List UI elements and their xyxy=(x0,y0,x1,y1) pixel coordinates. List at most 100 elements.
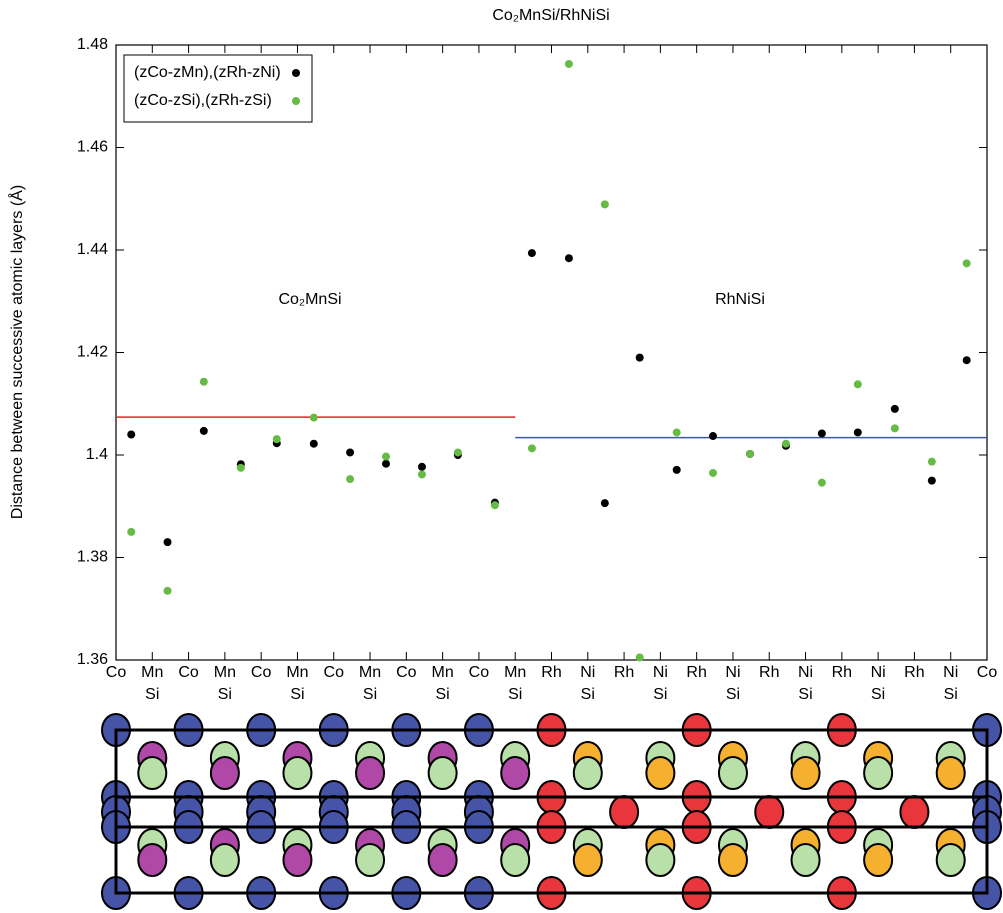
x-tick-label: Ni Si xyxy=(652,664,668,703)
point xyxy=(635,353,644,362)
point xyxy=(453,448,462,457)
point xyxy=(199,377,208,386)
x-tick-label: Co xyxy=(468,664,490,681)
point xyxy=(564,254,573,263)
point xyxy=(962,356,971,365)
cell-box xyxy=(114,728,989,895)
atom xyxy=(572,756,603,790)
x-tick-label: Ni Si xyxy=(725,664,741,703)
atom xyxy=(355,843,386,877)
atom xyxy=(137,756,168,790)
legend-box xyxy=(123,54,313,123)
y-tick-label: 1.4 xyxy=(86,446,108,463)
x-tick-label: Rh xyxy=(904,664,925,681)
x-tick-label: Mn Si xyxy=(286,664,309,703)
y-axis-label: Distance between successive atomic layer… xyxy=(7,185,26,519)
point xyxy=(163,586,172,595)
point xyxy=(163,538,172,547)
atom xyxy=(609,795,640,829)
x-tick-label: Co xyxy=(396,664,417,681)
point xyxy=(817,429,826,438)
atom xyxy=(645,756,676,790)
atom xyxy=(717,843,748,877)
atom xyxy=(427,756,458,790)
atom xyxy=(754,795,785,829)
atom xyxy=(500,843,531,877)
point xyxy=(346,448,355,457)
point xyxy=(853,428,862,437)
point xyxy=(564,59,573,68)
atom xyxy=(282,843,313,877)
legend-marker xyxy=(292,69,300,77)
x-tick-label: Mn Si xyxy=(431,664,454,703)
point xyxy=(346,475,355,484)
legend-marker xyxy=(292,97,300,105)
x-tick-label: Co xyxy=(178,664,199,681)
point xyxy=(382,459,391,468)
point xyxy=(127,527,136,536)
x-tick-label: Ni Si xyxy=(797,664,814,703)
point xyxy=(746,449,755,458)
x-tick-label: Rh xyxy=(686,664,707,681)
point xyxy=(527,249,536,258)
point xyxy=(600,499,609,508)
atom xyxy=(899,795,930,829)
y-tick-label: 1.42 xyxy=(77,344,108,361)
point xyxy=(236,463,245,472)
point xyxy=(635,653,644,662)
point xyxy=(309,413,318,422)
atom xyxy=(790,843,821,877)
point xyxy=(708,468,717,477)
legend-label: (zCo-zSi),(zRh-zSi) xyxy=(134,92,272,109)
atom xyxy=(935,756,966,790)
point xyxy=(927,476,936,485)
point xyxy=(708,432,717,441)
x-tick-label: Rh xyxy=(613,664,635,681)
y-tick-label: 1.48 xyxy=(77,36,108,53)
point xyxy=(127,430,136,439)
x-tick-label: Mn Si xyxy=(141,664,164,703)
legend-label: (zCo-zMn),(zRh-zNi) xyxy=(134,64,281,81)
plot-frame xyxy=(115,44,988,661)
point xyxy=(890,424,899,433)
point xyxy=(853,380,862,389)
point xyxy=(781,439,790,448)
atom xyxy=(427,843,458,877)
atom xyxy=(355,756,386,790)
point xyxy=(817,478,826,487)
point xyxy=(672,465,681,474)
atom xyxy=(863,843,894,877)
y-tick-label: 1.46 xyxy=(77,139,108,156)
y-tick-label: 1.44 xyxy=(77,241,108,258)
x-tick-label: Ni Si xyxy=(580,664,596,703)
y-tick-label: 1.38 xyxy=(77,549,108,566)
y-tick-label: 1.36 xyxy=(77,651,108,668)
x-tick-label: Mn Si xyxy=(213,664,236,703)
point xyxy=(490,501,499,510)
atom xyxy=(282,756,313,790)
point xyxy=(962,259,971,268)
point xyxy=(890,404,899,413)
atom xyxy=(209,843,240,877)
x-tick-label: Co xyxy=(976,664,998,681)
point xyxy=(927,457,936,466)
annotation: RhNiSi xyxy=(715,291,765,308)
point xyxy=(417,462,426,471)
atom xyxy=(572,843,603,877)
atom xyxy=(137,843,168,877)
x-tick-label: Co xyxy=(105,664,127,681)
x-tick-label: Rh xyxy=(541,664,562,681)
atom xyxy=(645,843,676,877)
x-tick-label: Ni Si xyxy=(870,664,886,703)
atom xyxy=(717,756,748,790)
point xyxy=(527,444,536,453)
point xyxy=(382,452,391,461)
x-tick-label: Mn Si xyxy=(504,664,527,703)
atom xyxy=(863,756,894,790)
x-tick-label: Ni Si xyxy=(943,664,959,703)
point xyxy=(600,200,609,209)
point xyxy=(199,426,208,435)
x-tick-label: Mn Si xyxy=(358,664,382,703)
x-tick-label: Co xyxy=(250,664,272,681)
